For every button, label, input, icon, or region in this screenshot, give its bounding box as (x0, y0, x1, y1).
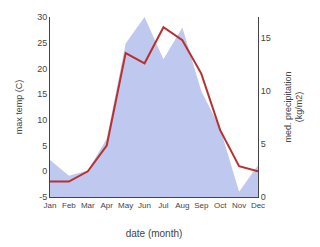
svg-text:Dec: Dec (251, 201, 265, 210)
svg-text:15: 15 (37, 89, 47, 99)
svg-text:10: 10 (261, 86, 271, 96)
svg-text:0: 0 (261, 192, 266, 202)
svg-text:max temp (C): max temp (C) (14, 80, 24, 135)
svg-text:Jan: Jan (44, 201, 57, 210)
svg-text:5: 5 (261, 139, 266, 149)
svg-text:Nov: Nov (232, 201, 246, 210)
svg-text:Jul: Jul (158, 201, 168, 210)
svg-text:25: 25 (37, 38, 47, 48)
svg-text:30: 30 (37, 12, 47, 22)
svg-text:5: 5 (42, 141, 47, 151)
svg-text:date (month): date (month) (126, 228, 183, 239)
svg-text:Aug: Aug (175, 201, 189, 210)
svg-text:med. precipitation(kg/m2): med. precipitation(kg/m2) (283, 71, 305, 142)
svg-text:0: 0 (42, 166, 47, 176)
svg-text:10: 10 (37, 115, 47, 125)
svg-text:May: May (118, 201, 133, 210)
svg-text:Feb: Feb (62, 201, 76, 210)
svg-text:Mar: Mar (81, 201, 95, 210)
svg-text:Sep: Sep (194, 201, 209, 210)
svg-text:15: 15 (261, 33, 271, 43)
svg-text:Apr: Apr (101, 201, 114, 210)
svg-text:-5: -5 (39, 192, 47, 202)
svg-text:Jun: Jun (138, 201, 151, 210)
svg-text:Oct: Oct (214, 201, 227, 210)
svg-text:20: 20 (37, 64, 47, 74)
